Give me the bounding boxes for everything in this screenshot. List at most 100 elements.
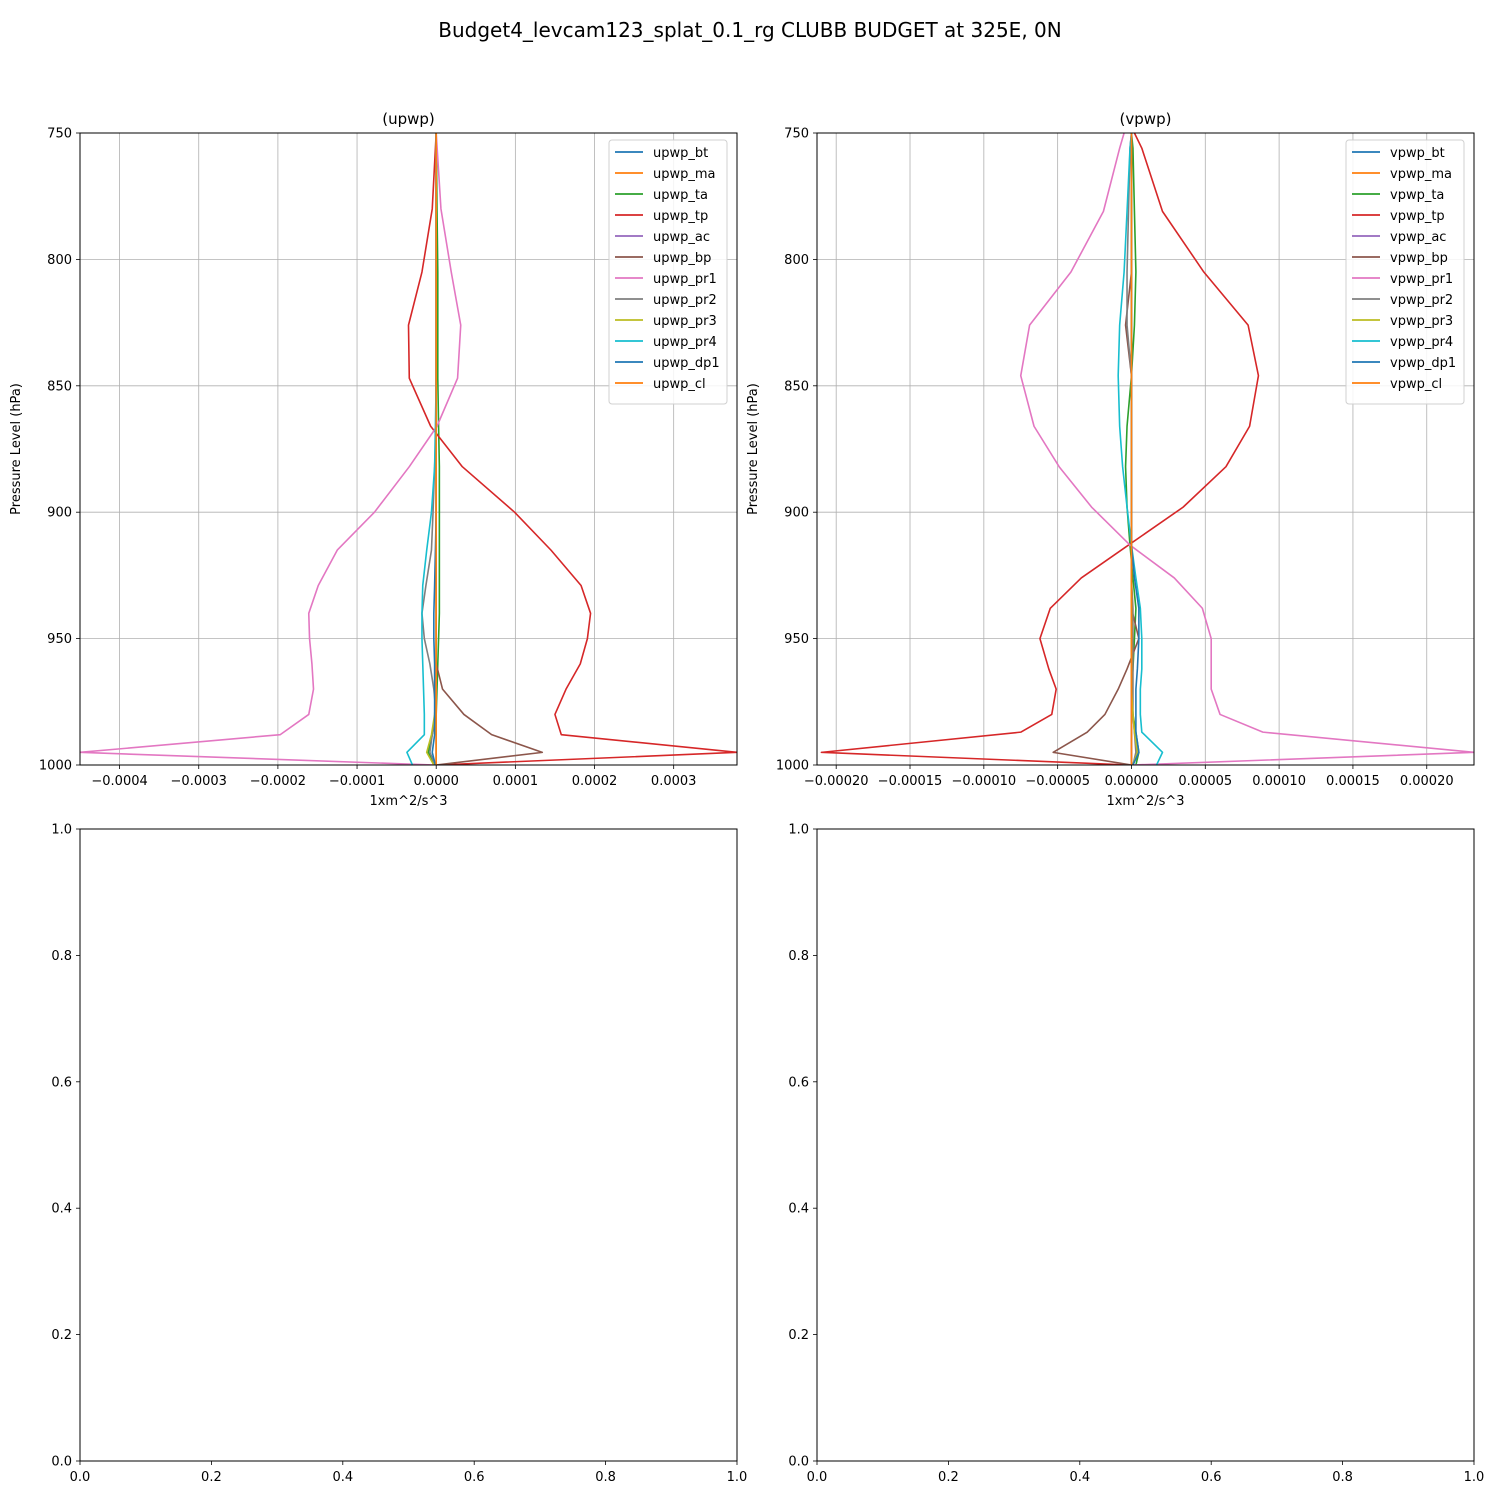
y-tick-label: 950 xyxy=(784,632,809,647)
y-tick-label: 0.8 xyxy=(788,949,809,964)
legend: vpwp_bt vpwp_ma vpwp_ta vpwp_tp vpwp_ac vpwp_… xyxy=(1345,139,1465,405)
y-tick-label: 900 xyxy=(784,506,809,521)
series-line-upwp_tp xyxy=(407,133,737,765)
y-tick-label: 0.0 xyxy=(51,1455,72,1470)
legend-entry: vpwp_bp xyxy=(1390,251,1448,266)
x-axis-label: 1xm^2/s^3 xyxy=(1106,794,1184,809)
x-tick-label: 0.00010 xyxy=(1252,774,1306,789)
x-tick-label: 0.0001 xyxy=(493,774,539,789)
legend-entry: vpwp_pr3 xyxy=(1390,314,1453,329)
x-tick-label: 0.8 xyxy=(1332,1470,1353,1485)
x-tick-label: −0.00020 xyxy=(804,774,869,789)
figure-title: Budget4_levcam123_splat_0.1_rg CLUBB BUD… xyxy=(438,18,1061,42)
y-tick-label: 750 xyxy=(47,127,72,142)
x-tick-label: 0.00005 xyxy=(1178,774,1232,789)
axes-frame xyxy=(816,132,1475,766)
legend-entry: upwp_ma xyxy=(653,167,716,182)
x-axis: −0.0004 −0.0003 −0.0002 −0.0001 0.0000 0.0001… xyxy=(91,765,696,789)
y-tick-label: 0.8 xyxy=(51,949,72,964)
legend-entry: vpwp_pr4 xyxy=(1390,335,1453,350)
x-axis: 0.0 0.2 0.4 0.6 0.8 1.0 xyxy=(70,1461,748,1485)
y-tick-label: 0.2 xyxy=(788,1328,809,1343)
x-tick-label: 1.0 xyxy=(1464,1470,1485,1485)
y-tick-label: 950 xyxy=(47,632,72,647)
legend-entry: upwp_bp xyxy=(653,251,711,266)
x-tick-label: 0.00015 xyxy=(1326,774,1380,789)
y-axis: 750 800 850 900 950 1000 xyxy=(39,127,80,774)
y-tick-label: 0.6 xyxy=(788,1075,809,1090)
axes-frame xyxy=(79,132,738,766)
x-axis-label: 1xm^2/s^3 xyxy=(369,794,447,809)
subplot-title: (vpwp) xyxy=(1120,110,1172,128)
x-tick-label: −0.00005 xyxy=(1025,774,1090,789)
plot-area xyxy=(817,829,1474,1461)
legend-box xyxy=(608,139,728,405)
y-tick-label: 750 xyxy=(784,127,809,142)
legend-entry: upwp_dp1 xyxy=(653,356,720,371)
y-tick-label: 0.2 xyxy=(51,1328,72,1343)
x-tick-label: 0.8 xyxy=(595,1470,616,1485)
subplot-title: (upwp) xyxy=(382,110,435,128)
x-tick-label: −0.00010 xyxy=(952,774,1017,789)
x-tick-label: 0.6 xyxy=(464,1470,485,1485)
subplot-1: −0.0004 −0.0003 −0.0002 −0.0001 0.0000 0.0001… xyxy=(9,110,738,809)
plot-area xyxy=(80,829,737,1461)
legend-box xyxy=(1345,139,1465,405)
axes-frame xyxy=(816,828,1475,1462)
y-tick-label: 850 xyxy=(47,379,72,394)
y-axis: 750 800 850 900 950 1000 xyxy=(776,127,817,774)
y-tick-label: 0.0 xyxy=(788,1455,809,1470)
y-tick-label: 1000 xyxy=(39,759,72,774)
subplot-4: 0.0 0.2 0.4 0.6 0.8 1.0 0.0 0.2 0.4 0.6 0.8 1.0 xyxy=(788,823,1484,1486)
series-group xyxy=(80,133,737,765)
x-tick-label: −0.0004 xyxy=(91,774,147,789)
x-tick-label: 0.00020 xyxy=(1400,774,1454,789)
x-tick-label: 0.4 xyxy=(332,1470,353,1485)
x-tick-label: 0.2 xyxy=(201,1470,222,1485)
x-axis: 0.0 0.2 0.4 0.6 0.8 1.0 xyxy=(807,1461,1485,1485)
legend-entry: upwp_cl xyxy=(653,377,706,392)
y-tick-label: 1000 xyxy=(776,759,809,774)
legend-entry: vpwp_ma xyxy=(1390,167,1452,182)
y-tick-label: 0.4 xyxy=(788,1202,809,1217)
legend-entry: vpwp_bt xyxy=(1390,146,1445,161)
x-tick-label: 1.0 xyxy=(727,1470,748,1485)
series-group xyxy=(820,133,1474,765)
subplot-2: −0.00020 −0.00015 −0.00010 −0.00005 0.00000 0… xyxy=(746,110,1475,809)
legend-entry: vpwp_tp xyxy=(1390,209,1445,224)
y-axis-label: Pressure Level (hPa) xyxy=(9,383,24,515)
subplot-3: 0.0 0.2 0.4 0.6 0.8 1.0 0.0 0.2 0.4 0.6 0.8 1.0 xyxy=(51,823,747,1486)
y-tick-label: 800 xyxy=(47,253,72,268)
x-tick-label: −0.0001 xyxy=(329,774,385,789)
legend-entry: upwp_pr1 xyxy=(653,272,717,287)
legend-entry: vpwp_ta xyxy=(1390,188,1444,203)
x-tick-label: 0.0 xyxy=(70,1470,91,1485)
y-tick-label: 0.4 xyxy=(51,1202,72,1217)
y-tick-label: 850 xyxy=(784,379,809,394)
legend-entry: upwp_bt xyxy=(653,146,708,161)
y-axis: 0.0 0.2 0.4 0.6 0.8 1.0 xyxy=(788,823,817,1470)
legend-entry: upwp_tp xyxy=(653,209,708,224)
legend-entry: vpwp_pr2 xyxy=(1390,293,1453,308)
series-line-vpwp_pr1 xyxy=(1019,133,1474,765)
x-tick-label: 0.6 xyxy=(1201,1470,1222,1485)
subplot-grid: −0.0004 −0.0003 −0.0002 −0.0001 0.0000 0.0001… xyxy=(9,110,1484,1485)
x-tick-label: 0.0002 xyxy=(572,774,618,789)
series-line-vpwp_tp xyxy=(820,133,1260,765)
legend-entry: vpwp_pr1 xyxy=(1390,272,1453,287)
y-tick-label: 900 xyxy=(47,506,72,521)
legend-entry: upwp_pr3 xyxy=(653,314,717,329)
axes-frame xyxy=(79,828,738,1462)
y-axis-label: Pressure Level (hPa) xyxy=(746,383,761,515)
x-tick-label: 0.00000 xyxy=(1105,774,1159,789)
x-tick-label: −0.00015 xyxy=(878,774,943,789)
x-tick-label: 0.0003 xyxy=(651,774,697,789)
x-tick-label: 0.4 xyxy=(1069,1470,1090,1485)
series-line-upwp_pr1 xyxy=(80,133,462,765)
x-axis: −0.00020 −0.00015 −0.00010 −0.00005 0.00000 0… xyxy=(804,765,1454,789)
y-tick-label: 800 xyxy=(784,253,809,268)
y-axis: 0.0 0.2 0.4 0.6 0.8 1.0 xyxy=(51,823,80,1470)
x-tick-label: 0.0 xyxy=(807,1470,828,1485)
legend-entry: upwp_pr2 xyxy=(653,293,717,308)
